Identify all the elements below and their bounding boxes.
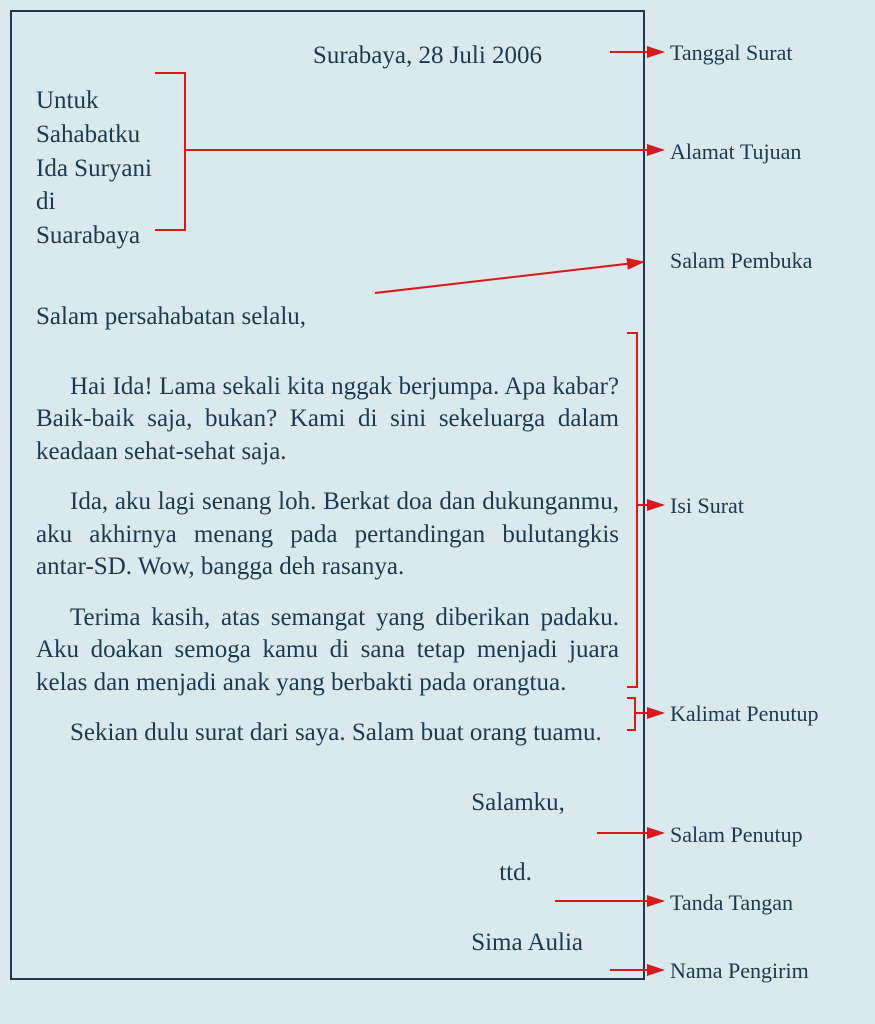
diagram-container: Surabaya, 28 Juli 2006 Untuk Sahabatku I… (10, 10, 865, 1014)
body-paragraph: Hai Ida! Lama sekali kita nggak berjumpa… (36, 371, 619, 469)
label-alamat-tujuan: Alamat Tujuan (670, 139, 801, 165)
letter-box: Surabaya, 28 Juli 2006 Untuk Sahabatku I… (10, 10, 645, 980)
letter-date: Surabaya, 28 Juli 2006 (36, 42, 619, 70)
closing-salam: Salamku, (471, 788, 583, 818)
recipient-line: Untuk (36, 84, 619, 118)
recipient-line: Ida Suryani (36, 152, 619, 186)
closing-name: Sima Aulia (471, 928, 583, 958)
label-isi-surat: Isi Surat (670, 493, 744, 519)
recipient-line: Suarabaya (36, 219, 619, 253)
recipient-line: Sahabatku (36, 118, 619, 152)
label-salam-pembuka: Salam Pembuka (670, 248, 812, 274)
label-tanggal-surat: Tanggal Surat (670, 40, 792, 66)
closing-ttd: ttd. (471, 858, 583, 888)
label-salam-penutup: Salam Penutup (670, 822, 803, 848)
label-kalimat-penutup: Kalimat Penutup (670, 701, 818, 727)
label-tanda-tangan: Tanda Tangan (670, 890, 793, 916)
closing-group: Salamku, ttd. Sima Aulia (471, 788, 583, 958)
salutation-open: Salam persahabatan selalu, (36, 303, 619, 331)
body-paragraph: Ida, aku lagi senang loh. Berkat doa dan… (36, 486, 619, 584)
body-paragraph: Sekian dulu surat dari saya. Salam buat … (36, 717, 619, 750)
body-paragraph: Terima kasih, atas semangat yang diberik… (36, 602, 619, 700)
recipient-line: di (36, 185, 619, 219)
recipient-block: Untuk Sahabatku Ida Suryani di Suarabaya (36, 84, 619, 253)
label-nama-pengirim: Nama Pengirim (670, 958, 809, 984)
